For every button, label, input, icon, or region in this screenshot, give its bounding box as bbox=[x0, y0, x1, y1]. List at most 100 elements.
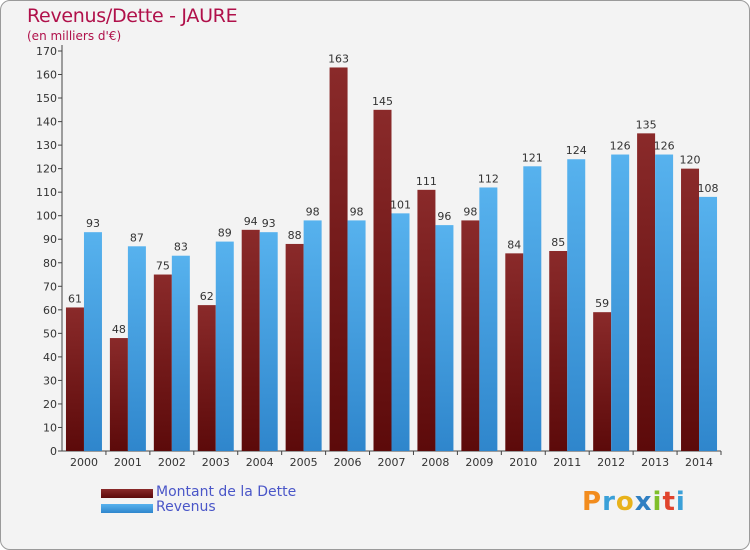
bars-group bbox=[65, 67, 718, 452]
y-tick-label: 30 bbox=[43, 374, 57, 387]
y-tick-label: 80 bbox=[43, 257, 57, 270]
x-tick-label: 2004 bbox=[246, 456, 274, 469]
bar-revenue bbox=[215, 241, 234, 451]
bar-debt bbox=[285, 243, 304, 451]
value-label-debt: 94 bbox=[244, 215, 258, 228]
bar-debt bbox=[197, 305, 216, 451]
y-tick-label: 170 bbox=[36, 45, 57, 58]
x-tick-label: 2009 bbox=[465, 456, 493, 469]
y-tick-label: 0 bbox=[50, 445, 57, 458]
y-tick-label: 130 bbox=[36, 139, 57, 152]
bar-debt bbox=[329, 67, 348, 452]
logo-letter: i bbox=[652, 487, 663, 517]
value-label-debt: 135 bbox=[636, 118, 657, 131]
chart-subtitle: (en milliers d'€) bbox=[27, 29, 122, 43]
value-label-revenue: 93 bbox=[262, 217, 276, 230]
bar-revenue bbox=[171, 255, 190, 451]
logo-letter: P bbox=[582, 487, 603, 517]
value-label-revenue: 112 bbox=[478, 172, 499, 185]
legend-label-debt: Montant de la Dette bbox=[156, 484, 297, 500]
value-label-revenue: 96 bbox=[437, 210, 451, 223]
bar-debt bbox=[637, 133, 656, 451]
x-tick-label: 2002 bbox=[158, 456, 186, 469]
y-tick-label: 110 bbox=[36, 186, 57, 199]
bar-revenue bbox=[479, 187, 498, 451]
y-tick-label: 20 bbox=[43, 398, 57, 411]
legend-label-revenue: Revenus bbox=[156, 499, 216, 515]
y-tick-label: 150 bbox=[36, 92, 57, 105]
x-tick-label: 2013 bbox=[641, 456, 669, 469]
x-tick-label: 2000 bbox=[70, 456, 98, 469]
bar-debt bbox=[109, 338, 128, 451]
bar-revenue bbox=[655, 154, 674, 451]
chart-title: Revenus/Dette - JAURE bbox=[27, 5, 238, 27]
logo-letter: r bbox=[602, 487, 616, 517]
value-label-revenue: 83 bbox=[174, 241, 188, 254]
bar-debt bbox=[153, 274, 172, 451]
logo-letter: o bbox=[615, 487, 635, 517]
bar-debt bbox=[681, 168, 700, 451]
bar-revenue bbox=[567, 159, 586, 451]
bar-revenue bbox=[347, 220, 366, 451]
y-tick-label: 10 bbox=[43, 421, 57, 434]
bar-debt bbox=[549, 251, 568, 451]
value-label-debt: 48 bbox=[112, 323, 126, 336]
value-label-debt: 145 bbox=[372, 95, 393, 108]
legend-swatch-debt bbox=[101, 489, 153, 498]
x-tick-label: 2010 bbox=[509, 456, 537, 469]
value-label-revenue: 126 bbox=[610, 140, 631, 153]
logo-letter: t bbox=[662, 487, 676, 517]
logo-letter: i bbox=[675, 487, 686, 517]
x-tick-label: 2003 bbox=[202, 456, 230, 469]
value-label-revenue: 89 bbox=[218, 227, 232, 240]
x-tick-label: 2011 bbox=[553, 456, 581, 469]
y-tick-label: 90 bbox=[43, 233, 57, 246]
bar-revenue bbox=[699, 196, 718, 451]
y-tick-label: 60 bbox=[43, 304, 57, 317]
value-label-debt: 61 bbox=[68, 292, 82, 305]
value-label-revenue: 93 bbox=[86, 217, 100, 230]
bar-revenue bbox=[259, 232, 278, 451]
logo-letter: x bbox=[634, 487, 653, 517]
x-tick-label: 2005 bbox=[290, 456, 318, 469]
value-label-revenue: 121 bbox=[522, 151, 543, 164]
value-label-debt: 98 bbox=[463, 205, 477, 218]
bar-revenue bbox=[83, 232, 102, 451]
y-tick-label: 160 bbox=[36, 69, 57, 82]
bar-debt bbox=[505, 253, 524, 451]
bar-revenue bbox=[127, 246, 146, 451]
bar-revenue bbox=[611, 154, 630, 451]
bar-debt bbox=[417, 189, 436, 451]
value-label-revenue: 98 bbox=[350, 205, 364, 218]
bar-debt bbox=[593, 312, 612, 451]
proxiti-logo: Proxiti bbox=[582, 487, 686, 517]
value-label-debt: 84 bbox=[507, 238, 521, 251]
value-label-revenue: 126 bbox=[654, 140, 675, 153]
y-tick-label: 120 bbox=[36, 163, 57, 176]
value-label-debt: 59 bbox=[595, 297, 609, 310]
value-label-debt: 62 bbox=[200, 290, 214, 303]
value-label-debt: 163 bbox=[328, 52, 349, 65]
x-tick-label: 2001 bbox=[114, 456, 142, 469]
y-tick-label: 100 bbox=[36, 210, 57, 223]
legend-swatch-revenue bbox=[101, 504, 153, 513]
y-tick-label: 50 bbox=[43, 327, 57, 340]
x-tick-label: 2014 bbox=[685, 456, 713, 469]
y-tick-label: 140 bbox=[36, 116, 57, 129]
x-tick-label: 2012 bbox=[597, 456, 625, 469]
bar-debt bbox=[373, 109, 392, 451]
bar-revenue bbox=[391, 213, 410, 451]
x-tick-label: 2007 bbox=[378, 456, 406, 469]
x-tick-label: 2008 bbox=[421, 456, 449, 469]
x-tick-label: 2006 bbox=[334, 456, 362, 469]
y-tick-label: 40 bbox=[43, 351, 57, 364]
value-label-revenue: 108 bbox=[698, 182, 719, 195]
value-label-debt: 75 bbox=[156, 260, 170, 273]
value-label-debt: 111 bbox=[416, 175, 437, 188]
bar-revenue bbox=[435, 225, 454, 451]
bar-revenue bbox=[523, 166, 542, 451]
bar-debt bbox=[65, 307, 84, 451]
value-label-revenue: 98 bbox=[306, 205, 320, 218]
